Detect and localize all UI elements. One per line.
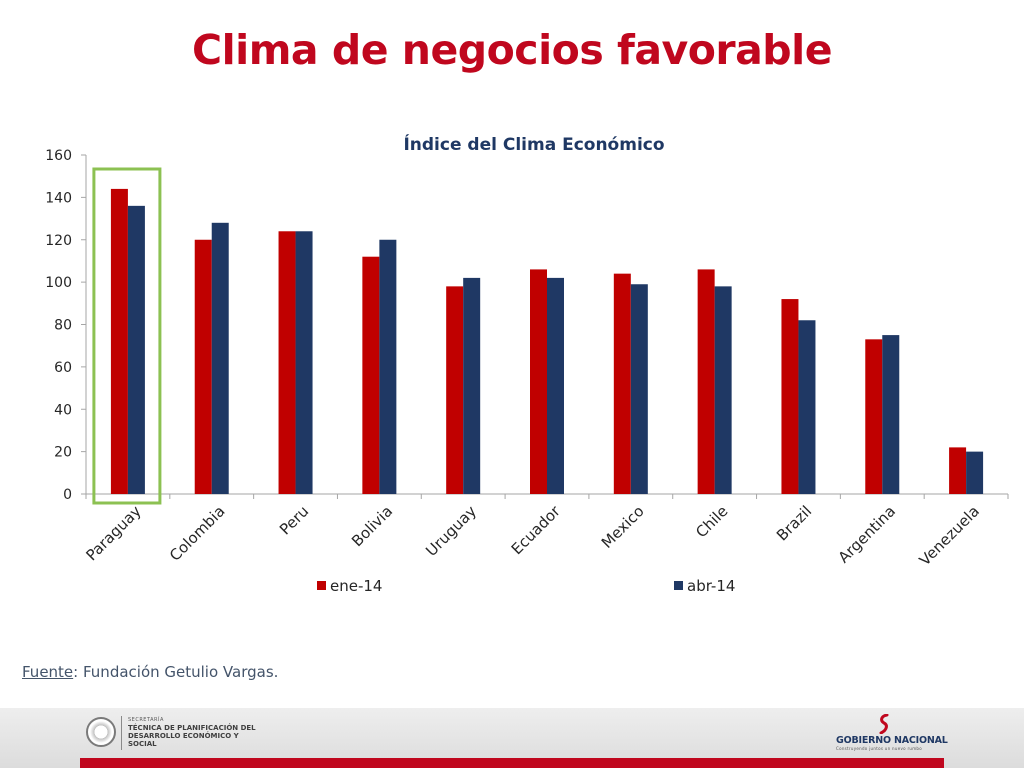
x-tick-label: Peru bbox=[276, 502, 312, 538]
source-note: Fuente: Fundación Getulio Vargas. bbox=[22, 663, 278, 681]
bar-ene-14-ecuador bbox=[530, 269, 547, 494]
x-tick-label: Brazil bbox=[773, 502, 815, 544]
bar-ene-14-colombia bbox=[194, 239, 212, 494]
bar-ene-14-argentina bbox=[865, 339, 883, 494]
footer-divider bbox=[121, 716, 122, 750]
source-text: : Fundación Getulio Vargas. bbox=[73, 663, 279, 681]
bar-abr-14-mexico bbox=[630, 284, 648, 494]
legend-swatch-ene-14 bbox=[317, 581, 326, 590]
bar-ene-14-chile bbox=[697, 269, 715, 494]
bar-abr-14-uruguay bbox=[463, 277, 481, 494]
legend-label-ene-14: ene-14 bbox=[330, 577, 382, 595]
bar-ene-14-brazil bbox=[781, 299, 799, 494]
source-label: Fuente bbox=[22, 663, 74, 681]
bar-ene-14-uruguay bbox=[446, 286, 464, 494]
secretaria-name: TÉCNICA DE PLANIFICACIÓN DEL DESARROLLO … bbox=[128, 724, 256, 748]
footer-accent-bar bbox=[80, 758, 944, 768]
x-tick-label: Mexico bbox=[598, 502, 648, 552]
bar-abr-14-ecuador bbox=[547, 277, 564, 494]
bar-abr-14-bolivia bbox=[379, 239, 397, 494]
x-tick-label: Bolivia bbox=[348, 502, 396, 550]
y-tick-label: 40 bbox=[54, 402, 72, 418]
y-tick-label: 0 bbox=[63, 487, 72, 503]
bar-abr-14-chile bbox=[714, 286, 732, 494]
bar-ene-14-bolivia bbox=[362, 256, 380, 494]
y-tick-label: 100 bbox=[45, 275, 72, 291]
y-tick-label: 80 bbox=[54, 318, 72, 334]
legend-swatch-abr-14 bbox=[674, 581, 683, 590]
bar-ene-14-paraguay bbox=[110, 188, 128, 494]
slide-title: Clima de negocios favorable bbox=[192, 26, 833, 74]
x-tick-label: Venezuela bbox=[916, 502, 983, 569]
y-tick-label: 20 bbox=[54, 445, 72, 461]
bar-ene-14-mexico bbox=[613, 273, 631, 494]
bar-abr-14-peru bbox=[295, 231, 313, 494]
x-tick-label: Paraguay bbox=[82, 502, 144, 564]
gobierno-logo-icon bbox=[879, 714, 889, 734]
bar-abr-14-colombia bbox=[211, 222, 229, 495]
y-tick-label: 160 bbox=[45, 148, 72, 164]
gobierno-nacional-logo: GOBIERNO NACIONAL bbox=[836, 735, 948, 746]
y-tick-label: 120 bbox=[45, 233, 72, 249]
bar-ene-14-venezuela bbox=[949, 447, 967, 494]
bar-ene-14-peru bbox=[278, 231, 296, 494]
chart-title: Índice del Clima Económico bbox=[403, 133, 664, 155]
bar-abr-14-argentina bbox=[882, 335, 900, 494]
national-seal-logo bbox=[86, 717, 116, 747]
x-tick-label: Ecuador bbox=[508, 502, 565, 559]
y-tick-label: 60 bbox=[54, 360, 72, 376]
legend-label-abr-14: abr-14 bbox=[687, 577, 735, 595]
x-tick-label: Chile bbox=[692, 502, 731, 541]
bar-abr-14-brazil bbox=[798, 320, 816, 494]
highlight-box bbox=[92, 167, 162, 505]
bar-abr-14-paraguay bbox=[127, 205, 145, 494]
y-tick-label: 140 bbox=[45, 190, 72, 206]
x-tick-label: Argentina bbox=[835, 502, 899, 566]
gobierno-tagline: Construyendo juntos un nuevo rumbo bbox=[836, 746, 923, 751]
secretaria-label: SECRETARÍA bbox=[128, 717, 164, 723]
x-tick-label: Colombia bbox=[166, 502, 229, 565]
bar-abr-14-venezuela bbox=[966, 451, 984, 494]
x-tick-label: Uruguay bbox=[422, 502, 480, 560]
bar-chart: Índice del Clima Económico 0 20 40 60 80 100 12… bbox=[45, 133, 1009, 595]
